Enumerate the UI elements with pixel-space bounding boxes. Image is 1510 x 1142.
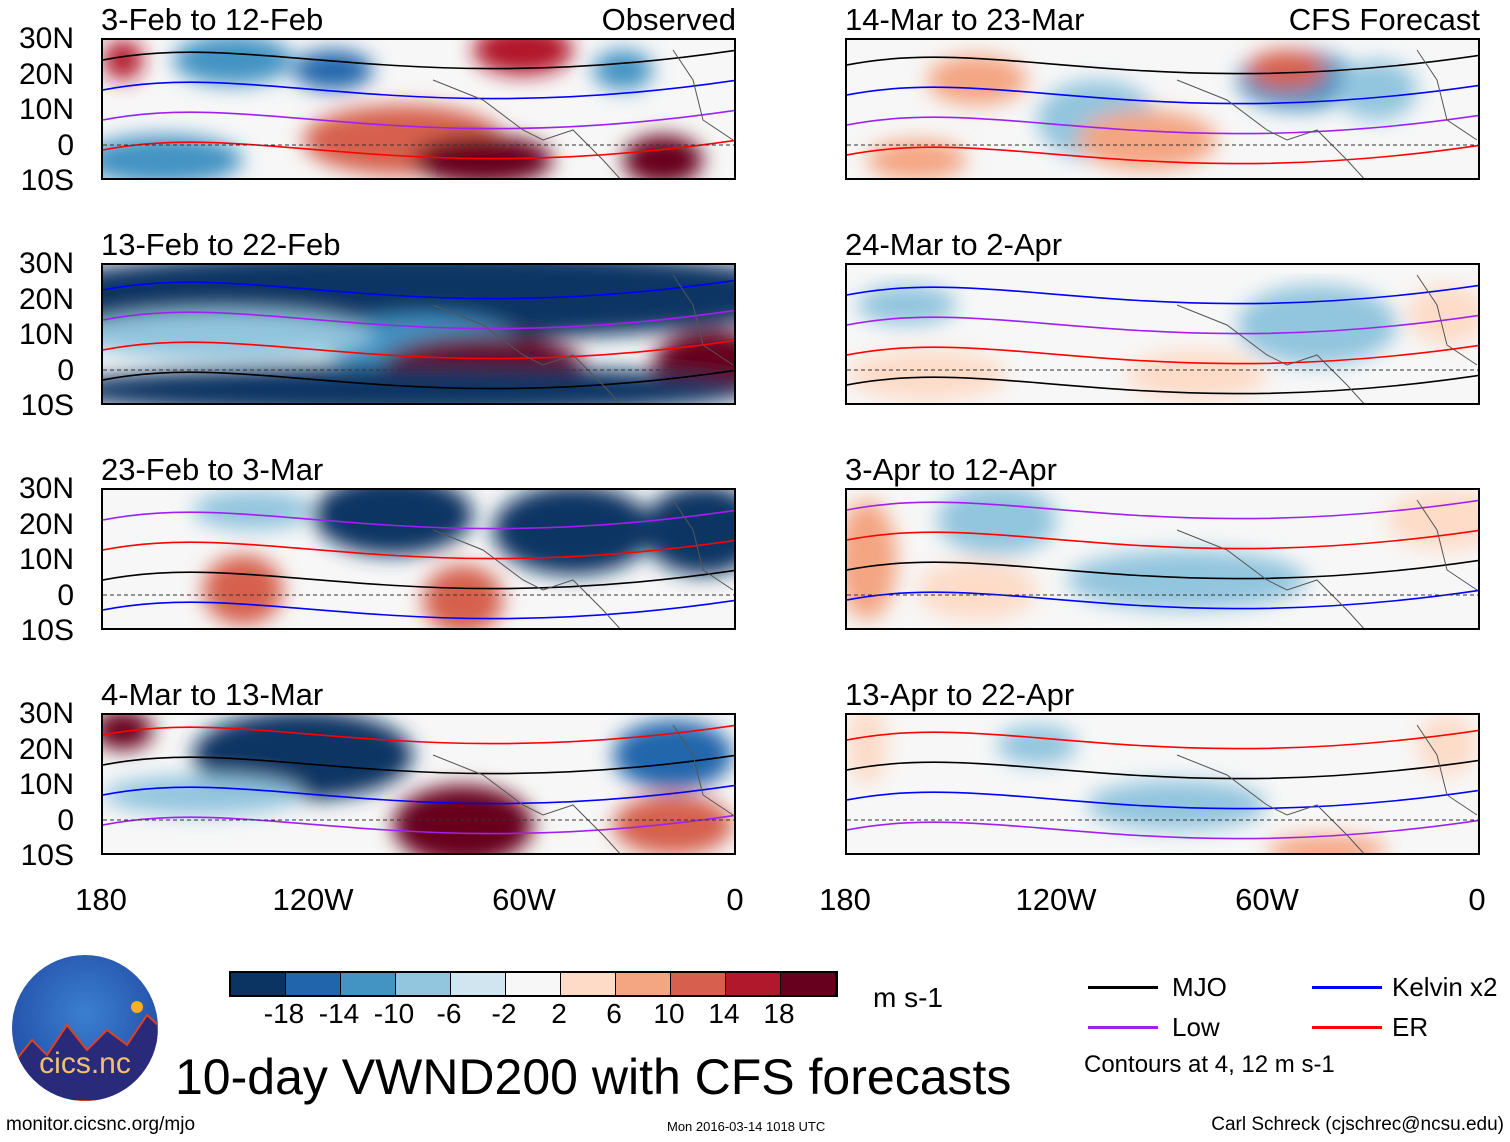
panel-title: 13-Feb to 22-Feb xyxy=(101,227,341,262)
x-tick: 0 xyxy=(726,882,744,917)
panel-title: 23-Feb to 3-Mar xyxy=(101,452,324,487)
y-tick: 30N xyxy=(18,247,74,280)
legend-er: ER xyxy=(1392,1012,1429,1042)
y-tick: 0 xyxy=(57,128,74,162)
y-tick: 10N xyxy=(18,768,74,801)
logo: cics.nc xyxy=(12,955,158,1101)
colorbar-tick: 18 xyxy=(763,998,795,1029)
colorbar-swatch xyxy=(726,973,781,995)
y-tick: 30N xyxy=(18,22,74,55)
units-label: m s-1 xyxy=(873,982,943,1013)
y-tick: 0 xyxy=(57,353,74,387)
x-tick: 60W xyxy=(1235,882,1299,917)
footer-timestamp: Mon 2016-03-14 1018 UTC xyxy=(667,1119,826,1134)
y-tick: 20N xyxy=(18,732,74,766)
colorbar-swatch xyxy=(341,973,396,995)
y-tick: 30N xyxy=(18,472,74,505)
colorbar xyxy=(229,971,838,997)
y-tick: 20N xyxy=(18,57,74,91)
colorbar-swatch xyxy=(561,973,616,995)
legend-mjo-line xyxy=(1088,986,1158,989)
panel-title: 13-Apr to 22-Apr xyxy=(845,677,1075,712)
colorbar-swatch xyxy=(781,973,836,995)
contour-note: Contours at 4, 12 m s-1 xyxy=(1084,1051,1335,1078)
colorbar-tick: -2 xyxy=(491,998,517,1029)
footer-author: Carl Schreck (cjschrec@ncsu.edu) xyxy=(1211,1114,1504,1135)
y-tick: 10S xyxy=(20,839,74,872)
y-tick: 0 xyxy=(57,578,74,612)
colorbar-swatch xyxy=(286,973,341,995)
colorbar-tick: 6 xyxy=(606,998,622,1029)
colorbar-swatch xyxy=(451,973,506,995)
y-tick: 30N xyxy=(18,697,74,730)
colorbar-swatch xyxy=(231,973,286,995)
legend-kelvin: Kelvin x2 xyxy=(1392,972,1498,1002)
x-tick: 120W xyxy=(272,882,354,917)
colorbar-swatch xyxy=(616,973,671,995)
legend-kelvin-line xyxy=(1312,986,1382,989)
legend-low: Low xyxy=(1172,1012,1220,1042)
colorbar-tick: -14 xyxy=(318,998,360,1029)
y-tick: 10S xyxy=(20,389,74,422)
x-tick: 180 xyxy=(819,882,871,917)
column-label: CFS Forecast xyxy=(1288,2,1480,37)
map-panel xyxy=(845,263,1480,405)
colorbar-tick: -6 xyxy=(436,998,462,1029)
y-tick: 0 xyxy=(57,803,74,837)
colorbar-tick: 2 xyxy=(551,998,567,1029)
y-tick: 20N xyxy=(18,282,74,316)
panel-title: 14-Mar to 23-Mar xyxy=(845,2,1085,37)
y-tick: 10N xyxy=(18,93,74,126)
logo-text: cics.nc xyxy=(39,1047,131,1080)
panel-title: 3-Feb to 12-Feb xyxy=(101,2,324,37)
panel-title: 4-Mar to 13-Mar xyxy=(101,677,324,712)
colorbar-tick: -10 xyxy=(373,998,415,1029)
y-tick: 10N xyxy=(18,318,74,351)
map-panel xyxy=(101,488,736,630)
map-panel xyxy=(101,263,736,405)
legend-low-line xyxy=(1088,1026,1158,1029)
colorbar-swatch xyxy=(396,973,451,995)
colorbar-tick: -18 xyxy=(263,998,305,1029)
x-tick: 120W xyxy=(1015,882,1097,917)
map-panel xyxy=(101,38,736,180)
map-panel xyxy=(101,713,736,855)
map-panel xyxy=(845,38,1480,180)
x-tick: 0 xyxy=(1468,882,1486,917)
colorbar-tick: 14 xyxy=(708,998,740,1029)
colorbar-tick: 10 xyxy=(653,998,685,1029)
y-tick: 10N xyxy=(18,543,74,576)
map-panel xyxy=(845,488,1480,630)
y-tick: 10S xyxy=(20,614,74,647)
footer-url: monitor.cicsnc.org/mjo xyxy=(6,1114,196,1135)
panel-title: 3-Apr to 12-Apr xyxy=(845,452,1057,487)
main-title: 10-day VWND200 with CFS forecasts xyxy=(175,1049,1012,1105)
legend-mjo: MJO xyxy=(1172,972,1227,1002)
legend-er-line xyxy=(1312,1026,1382,1029)
panel-title: 24-Mar to 2-Apr xyxy=(845,227,1063,262)
map-panel xyxy=(845,713,1480,855)
y-tick: 20N xyxy=(18,507,74,541)
colorbar-swatch xyxy=(671,973,726,995)
x-tick: 180 xyxy=(75,882,127,917)
y-tick: 10S xyxy=(20,164,74,197)
x-tick: 60W xyxy=(492,882,556,917)
colorbar-swatch xyxy=(506,973,561,995)
column-label: Observed xyxy=(601,2,736,37)
